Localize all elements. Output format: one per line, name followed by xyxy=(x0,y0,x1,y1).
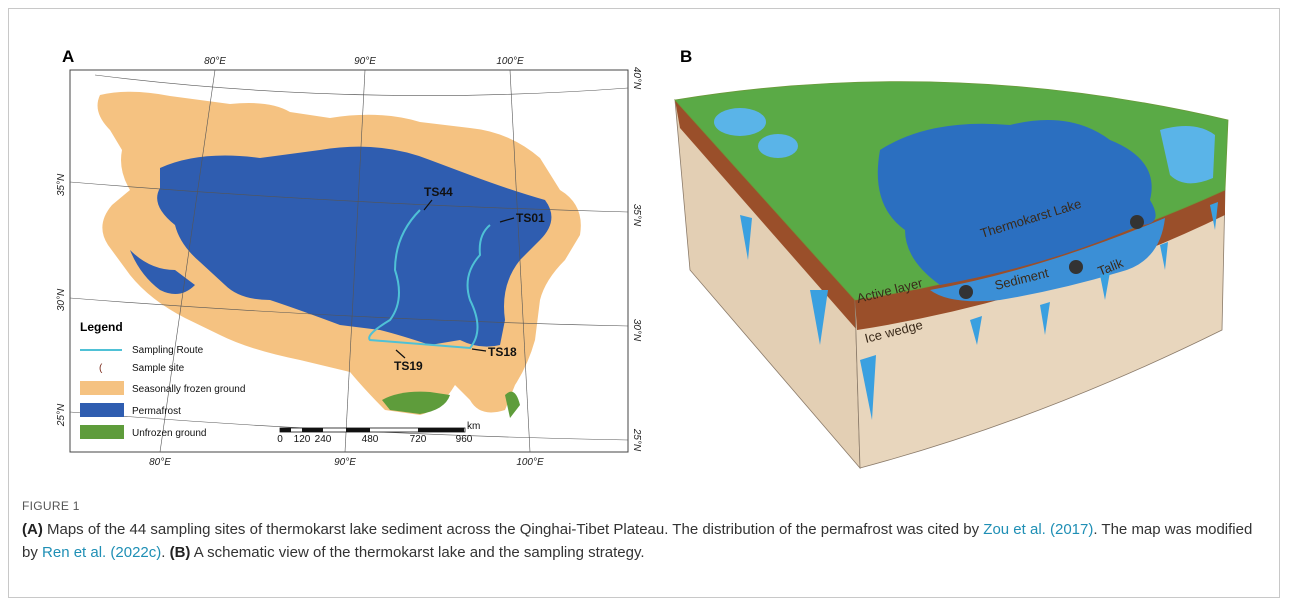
pond xyxy=(758,134,798,158)
caption: (A) Maps of the 44 sampling sites of the… xyxy=(22,518,1270,564)
scale-bar-segment xyxy=(280,428,291,432)
legend-label: Unfrozen ground xyxy=(132,428,207,439)
scale-tick: 120 xyxy=(294,434,311,445)
scale-tick: 480 xyxy=(362,434,379,445)
sampling-point xyxy=(959,285,973,299)
legend-title: Legend xyxy=(80,320,123,334)
lat-label: 30°N xyxy=(56,288,67,311)
citation-link[interactable]: Ren et al. (2022c) xyxy=(42,544,161,561)
lat-label: 35°N xyxy=(56,173,67,196)
caption-bold: (B) xyxy=(170,544,191,561)
scale-tick: 720 xyxy=(410,434,427,445)
legend-label: Permafrost xyxy=(132,406,181,417)
scale-unit: km xyxy=(467,421,480,432)
caption-bold: (A) xyxy=(22,521,43,538)
scale-tick: 240 xyxy=(315,434,332,445)
lat-label: 25°N xyxy=(56,403,67,427)
schematic: Thermokarst Lake Active layer Ice wedge … xyxy=(675,82,1228,468)
lon-label: 100°E xyxy=(496,56,524,67)
page: {"panel_a": {"label": "A", "lon_top": ["… xyxy=(0,0,1290,585)
sampling-point xyxy=(1130,215,1144,229)
site-label: TS18 xyxy=(488,345,517,359)
lon-label: 100°E xyxy=(516,457,544,468)
lat-label: 35°N xyxy=(631,204,642,227)
lat-label: 25°N xyxy=(631,428,642,452)
site-label: TS01 xyxy=(516,211,545,225)
figure-label: FIGURE 1 xyxy=(22,499,80,513)
legend-label: Sampling Route xyxy=(132,345,204,356)
caption-text: Maps of the 44 sampling sites of thermok… xyxy=(43,521,983,538)
lat-label: 30°N xyxy=(631,319,642,342)
sampling-point xyxy=(1069,260,1083,274)
lon-label: 80°E xyxy=(149,457,171,468)
legend-label: Sample site xyxy=(132,363,185,374)
panel-label: A xyxy=(62,47,74,66)
scale-tick: 960 xyxy=(456,434,473,445)
scale-bar-segment xyxy=(418,428,464,432)
legend-label: Seasonally frozen ground xyxy=(132,384,245,395)
legend-swatch xyxy=(80,403,124,417)
pond xyxy=(714,108,766,136)
lon-label: 90°E xyxy=(334,457,356,468)
legend-swatch xyxy=(80,425,124,439)
lon-label: 90°E xyxy=(354,56,376,67)
scale-bar-segment xyxy=(346,428,370,432)
figure: A 80°E 90°E 100°E 80°E 90°E 100°E 35°N 3… xyxy=(0,0,1290,500)
caption-text: . xyxy=(161,544,169,561)
legend-swatch xyxy=(80,381,124,395)
lon-label: 80°E xyxy=(204,56,226,67)
scale-bar-segment xyxy=(302,428,323,432)
site-label: TS19 xyxy=(394,359,423,373)
site-label: TS44 xyxy=(424,185,453,199)
citation-link[interactable]: Zou et al. (2017) xyxy=(983,521,1093,538)
caption-text: A schematic view of the thermokarst lake… xyxy=(190,544,644,561)
scale-tick: 0 xyxy=(277,434,283,445)
panel-label: B xyxy=(680,47,692,66)
lat-label: 40°N xyxy=(631,67,642,90)
